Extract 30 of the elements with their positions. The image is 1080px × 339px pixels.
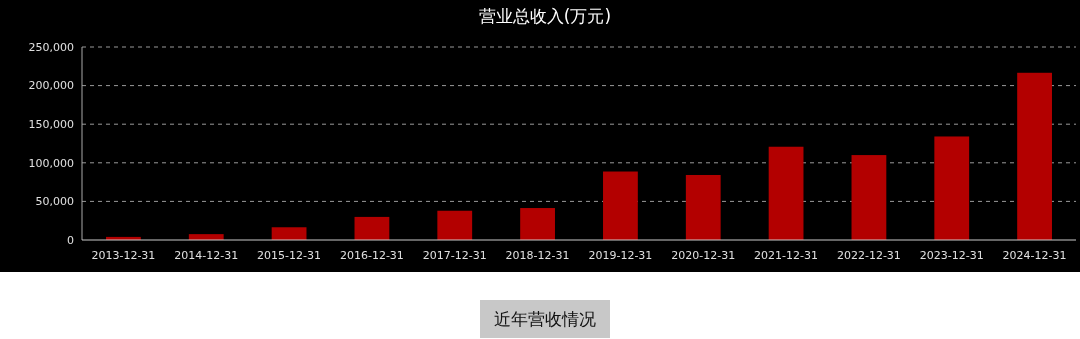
x-tick-label: 2015-12-31	[257, 249, 322, 262]
y-tick-label: 250,000	[28, 40, 74, 54]
bar	[354, 216, 390, 240]
bar	[768, 146, 804, 240]
x-tick-label: 2024-12-31	[1002, 249, 1067, 262]
bar	[934, 136, 970, 240]
y-tick-label: 50,000	[35, 195, 74, 209]
bar	[271, 227, 307, 240]
text: 近年营收情况	[494, 309, 596, 329]
bar	[437, 210, 473, 240]
x-tick-label: 2023-12-31	[919, 249, 984, 262]
x-tick-label: 2019-12-31	[588, 249, 653, 262]
x-tick-label: 2018-12-31	[505, 249, 570, 262]
bar	[851, 155, 887, 240]
bar	[1017, 72, 1052, 240]
bar	[603, 171, 638, 240]
bar	[685, 175, 721, 240]
x-tick-label: 2017-12-31	[422, 249, 487, 262]
y-tick-label: 100,000	[28, 156, 74, 170]
x-tick-label: 2020-12-31	[671, 249, 736, 262]
y-tick-label: 150,000	[28, 118, 74, 132]
chart-title: 营业总收入(万元)	[478, 6, 612, 26]
x-tick-label: 2021-12-31	[754, 249, 819, 262]
y-tick-label: 0	[67, 233, 74, 247]
x-tick-label: 2016-12-31	[339, 249, 404, 262]
x-tick-label: 2022-12-31	[836, 249, 901, 262]
x-tick-label: 2014-12-31	[174, 249, 239, 262]
y-tick-label: 200,000	[28, 79, 74, 93]
x-tick-label: 2013-12-31	[91, 249, 156, 262]
bar	[520, 208, 555, 240]
